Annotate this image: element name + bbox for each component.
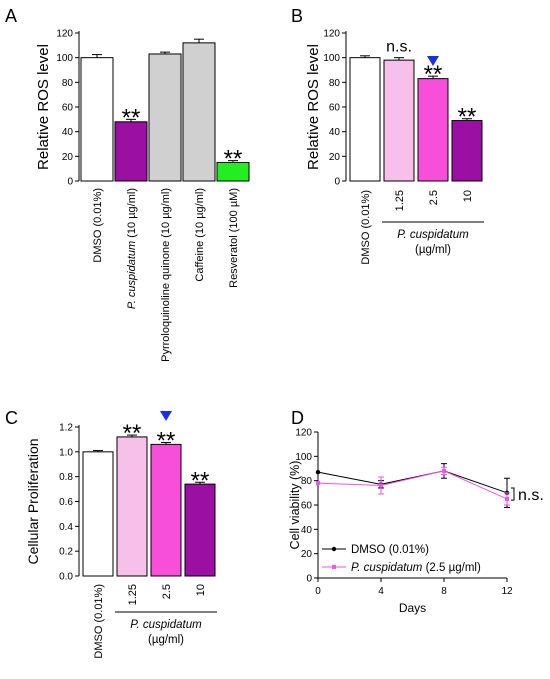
y-tick-label: 80 — [329, 78, 341, 89]
category-label: 1.25 — [394, 190, 406, 211]
significance-marker: ** — [157, 428, 176, 455]
panel-letter-a: A — [5, 6, 17, 26]
y-tick-label: 0 — [334, 177, 340, 188]
category-label: 1.25 — [127, 584, 139, 605]
x-tick-label: 8 — [441, 586, 447, 597]
x-axis-label: Days — [399, 601, 426, 615]
y-tick-label: 0 — [306, 574, 312, 585]
bar — [182, 42, 216, 182]
data-point — [505, 496, 509, 501]
ns-label: n.s. — [386, 39, 412, 56]
group-label: P. cuspidatum — [397, 229, 469, 241]
y-axis-label: Cellular Proliferation — [25, 438, 41, 564]
significance-marker: ** — [224, 146, 243, 173]
y-tick-label: 40 — [301, 525, 313, 536]
category-label: 2.5 — [428, 190, 440, 205]
ns-label: n.s. — [518, 487, 544, 504]
y-tick-label: 60 — [62, 103, 74, 114]
y-tick-label: 100 — [323, 53, 340, 64]
data-point — [442, 468, 446, 473]
significance-marker: ** — [123, 420, 142, 447]
y-tick-label: 120 — [295, 428, 312, 439]
category-label: 10 — [195, 584, 207, 596]
category-label: Caffeine (10 µg/ml) — [194, 188, 206, 282]
bar — [116, 436, 148, 577]
y-tick-label: 120 — [56, 29, 73, 40]
legend-label: DMSO (0.01%) — [351, 544, 429, 556]
data-point — [316, 481, 320, 486]
bar — [150, 443, 182, 577]
bar — [184, 483, 216, 577]
legend-marker — [331, 546, 337, 552]
category-label: DMSO (0.01%) — [92, 188, 104, 263]
y-tick-label: 0.0 — [59, 572, 73, 583]
bar — [148, 53, 182, 182]
x-tick-label: 0 — [315, 586, 321, 597]
significance-marker: ** — [122, 104, 141, 131]
bar — [80, 57, 114, 182]
significance-marker: ** — [191, 467, 210, 494]
significance-marker: ** — [458, 104, 477, 131]
group-unit-label: (µg/ml) — [148, 634, 184, 646]
y-tick-label: 20 — [329, 152, 341, 163]
y-tick-label: 0.2 — [59, 547, 73, 558]
y-tick-label: 40 — [329, 127, 341, 138]
data-point — [315, 469, 321, 475]
y-axis-label: Cell viability (%) — [288, 461, 302, 550]
y-tick-label: 100 — [295, 452, 312, 463]
y-tick-label: 1.0 — [59, 447, 73, 458]
y-tick-label: 0.6 — [59, 497, 73, 508]
category-label: P. cuspidatum (10 µg/ml) — [126, 188, 138, 309]
y-tick-label: 20 — [62, 152, 74, 163]
y-tick-label: 60 — [329, 103, 341, 114]
category-label: DMSO (0.01%) — [93, 584, 105, 659]
y-tick-label: 40 — [62, 127, 74, 138]
y-tick-label: 1.2 — [59, 423, 73, 434]
panel-letter-d: D — [291, 408, 304, 428]
y-axis-label: Relative ROS level — [35, 44, 52, 170]
y-tick-label: 0.4 — [59, 522, 73, 533]
ns-bracket — [511, 487, 515, 501]
category-label: 2.5 — [161, 584, 173, 599]
y-tick-label: 0.8 — [59, 472, 73, 483]
panel-letter-c: C — [5, 408, 18, 428]
bar — [82, 451, 114, 577]
y-tick-label: 80 — [62, 78, 74, 89]
category-label: 10 — [462, 190, 474, 202]
blue-marker-icon — [160, 411, 172, 421]
y-axis-label: Relative ROS level — [305, 44, 322, 170]
legend-marker — [332, 565, 336, 569]
category-label: Resveratol (100 µM) — [228, 188, 240, 288]
x-tick-label: 4 — [378, 586, 384, 597]
legend-label: P. cuspidatum (2.5 µg/ml) — [351, 562, 481, 574]
category-label: Pyrroloquinoline quinone (10 µg/ml) — [160, 188, 172, 362]
panel-letter-b: B — [291, 6, 303, 26]
y-tick-label: 60 — [301, 501, 313, 512]
x-tick-label: 12 — [501, 586, 513, 597]
category-label: DMSO (0.01%) — [360, 190, 372, 265]
y-tick-label: 120 — [323, 29, 340, 40]
group-label: P. cuspidatum — [130, 619, 202, 631]
data-point — [379, 483, 383, 488]
y-tick-label: 20 — [301, 549, 313, 560]
significance-marker: ** — [424, 61, 443, 88]
series-line — [317, 470, 508, 500]
blue-marker-icon — [427, 56, 439, 66]
y-tick-label: 0 — [67, 177, 73, 188]
series-line — [317, 470, 508, 494]
y-tick-label: 80 — [301, 476, 313, 487]
group-unit-label: (µg/ml) — [415, 244, 451, 256]
bar — [417, 78, 449, 182]
bar — [349, 57, 381, 182]
bar — [383, 59, 415, 182]
y-tick-label: 100 — [56, 53, 73, 64]
